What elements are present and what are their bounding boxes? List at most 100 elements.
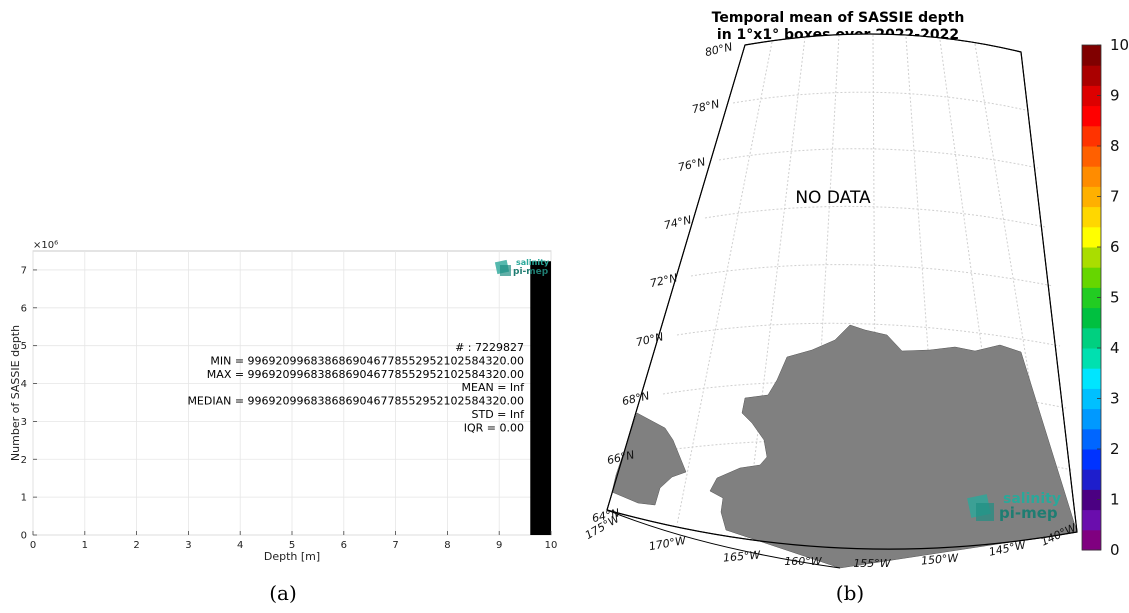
colorbar-segment	[1082, 449, 1101, 470]
latitude-label: 70°N	[635, 330, 665, 349]
y-tick-label: 7	[21, 265, 27, 276]
colorbar-segment	[1082, 469, 1101, 490]
colorbar-segment	[1082, 166, 1101, 187]
longitude-label: 160°W	[784, 555, 822, 568]
stat-line: # : 7229827	[455, 341, 524, 354]
x-tick-label: 3	[185, 540, 191, 551]
colorbar-segment	[1082, 226, 1101, 248]
longitude-label: 155°W	[853, 557, 891, 570]
y-tick-label: 2	[21, 455, 27, 466]
logo-map-text-bottom: pi-mep	[999, 504, 1058, 522]
x-axis-label: Depth [m]	[264, 550, 320, 563]
y-axis-label: Number of SASSIE depth	[9, 325, 22, 461]
stat-line: IQR = 0.00	[464, 421, 524, 434]
salinity-pi-mep-logo-map: salinity pi-mep	[967, 491, 1061, 522]
colorbar-segment	[1082, 489, 1101, 511]
colorbar-segment	[1082, 206, 1101, 228]
histogram-bars	[530, 261, 551, 535]
panel-label-b: (b)	[836, 581, 864, 605]
stat-line: STD = Inf	[472, 408, 526, 421]
colorbar-segment	[1082, 509, 1101, 531]
y-tick-label: 4	[21, 379, 27, 390]
colorbar-segment	[1082, 65, 1101, 86]
no-data-annotation: NO DATA	[795, 188, 871, 208]
colorbar-segment	[1082, 186, 1101, 208]
y-tick-label: 6	[21, 303, 27, 314]
x-tick-label: 4	[237, 540, 243, 551]
y-tick-label: 1	[21, 493, 27, 504]
x-tick-label: 0	[30, 540, 36, 551]
colorbar-tick-label: 4	[1110, 339, 1120, 357]
stat-line: MEAN = Inf	[462, 381, 526, 394]
latitude-label: 74°N	[663, 213, 693, 232]
colorbar-segment	[1082, 247, 1101, 268]
colorbar-tick-label: 0	[1110, 541, 1120, 559]
colorbar-tick-label: 2	[1110, 440, 1120, 458]
x-tick-label: 2	[133, 540, 139, 551]
colorbar-segment	[1082, 428, 1101, 450]
colorbar-tick-label: 9	[1110, 87, 1120, 105]
histogram-panel: 0 1 2 3 4 5 6 7 8 9 10 0 1 2 3 4 5 6 7 ×10⁶ Depth [m] Num…	[9, 240, 557, 605]
latitude-labels: 80°N 78°N 76°N 74°N 72°N 70°N 68°N 66°N 64°N	[591, 40, 734, 525]
stat-line: MEDIAN = 9969209968386869046778552952102…	[187, 395, 524, 408]
map-border	[606, 33, 1078, 550]
colorbar-segment	[1082, 146, 1101, 167]
latitude-label: 80°N	[704, 40, 734, 59]
x-tick-label: 9	[496, 540, 502, 551]
x-tick-label: 6	[341, 540, 347, 551]
y-tick-label: 0	[21, 531, 27, 542]
colorbar-segment	[1082, 287, 1101, 309]
map-title-line1: Temporal mean of SASSIE depth	[712, 10, 965, 26]
y-tick-label: 5	[21, 341, 27, 352]
latitude-label: 64°N	[591, 506, 621, 525]
x-tick-label: 10	[545, 540, 558, 551]
colorbar-segment	[1082, 408, 1101, 430]
histogram-grid	[32, 251, 552, 536]
colorbar-tick-label: 6	[1110, 238, 1120, 256]
colorbar-segment	[1082, 85, 1101, 107]
colorbar-tick-label: 10	[1110, 36, 1129, 54]
colorbar-segment	[1082, 388, 1101, 410]
longitude-label: 165°W	[723, 548, 762, 564]
map-panel: Temporal mean of SASSIE depth in 1°x1° b…	[583, 10, 1129, 605]
land-chukotka	[611, 412, 687, 506]
colorbar-tick-label: 7	[1110, 188, 1120, 206]
latitude-label: 66°N	[606, 448, 636, 467]
logo-text-top: salinity	[516, 258, 550, 267]
latitude-label: 72°N	[649, 271, 679, 290]
y-tick-label: 3	[21, 417, 27, 428]
panel-label-a: (a)	[269, 581, 297, 605]
colorbar-tick-label: 3	[1110, 390, 1120, 408]
stat-line: MIN = 9969209968386869046778552952102584…	[210, 354, 524, 367]
salinity-pi-mep-logo: salinity pi-mep	[494, 258, 550, 277]
colorbar-segment	[1082, 368, 1101, 389]
colorbar-segment	[1082, 125, 1101, 147]
longitude-label: 150°W	[921, 551, 960, 567]
longitude-label: 170°W	[648, 534, 688, 553]
latitude-label: 76°N	[677, 155, 707, 174]
colorbar-segment	[1082, 105, 1101, 127]
logo-text-bottom: pi-mep	[513, 267, 549, 277]
colorbar-segment	[1082, 267, 1101, 288]
x-tick-label: 1	[82, 540, 88, 551]
colorbar-tick-label: 5	[1110, 289, 1120, 307]
stat-line: MAX = 9969209968386869046778552952102584…	[207, 368, 524, 381]
colorbar-tick-label: 1	[1110, 491, 1120, 509]
logo-map-text-top: salinity	[1003, 491, 1061, 507]
colorbar-tick-label: 8	[1110, 137, 1120, 155]
latitude-label: 68°N	[621, 389, 651, 408]
x-tick-label: 8	[444, 540, 450, 551]
y-multiplier: ×10⁶	[33, 240, 58, 251]
x-tick-label: 7	[392, 540, 398, 551]
histogram-y-ticks: 0 1 2 3 4 5 6 7	[21, 265, 37, 542]
colorbar-segment	[1082, 327, 1101, 349]
colorbar-segment	[1082, 529, 1101, 551]
latitude-label: 78°N	[691, 97, 721, 116]
histogram-x-ticks: 0 1 2 3 4 5 6 7 8 9 10	[30, 531, 558, 551]
x-tick-label: 5	[289, 540, 295, 551]
colorbar-segment	[1082, 307, 1101, 329]
colorbar: 0 1 2 3 4 5 6 7 8 9 10	[1081, 36, 1129, 559]
histogram-bar	[530, 261, 551, 535]
